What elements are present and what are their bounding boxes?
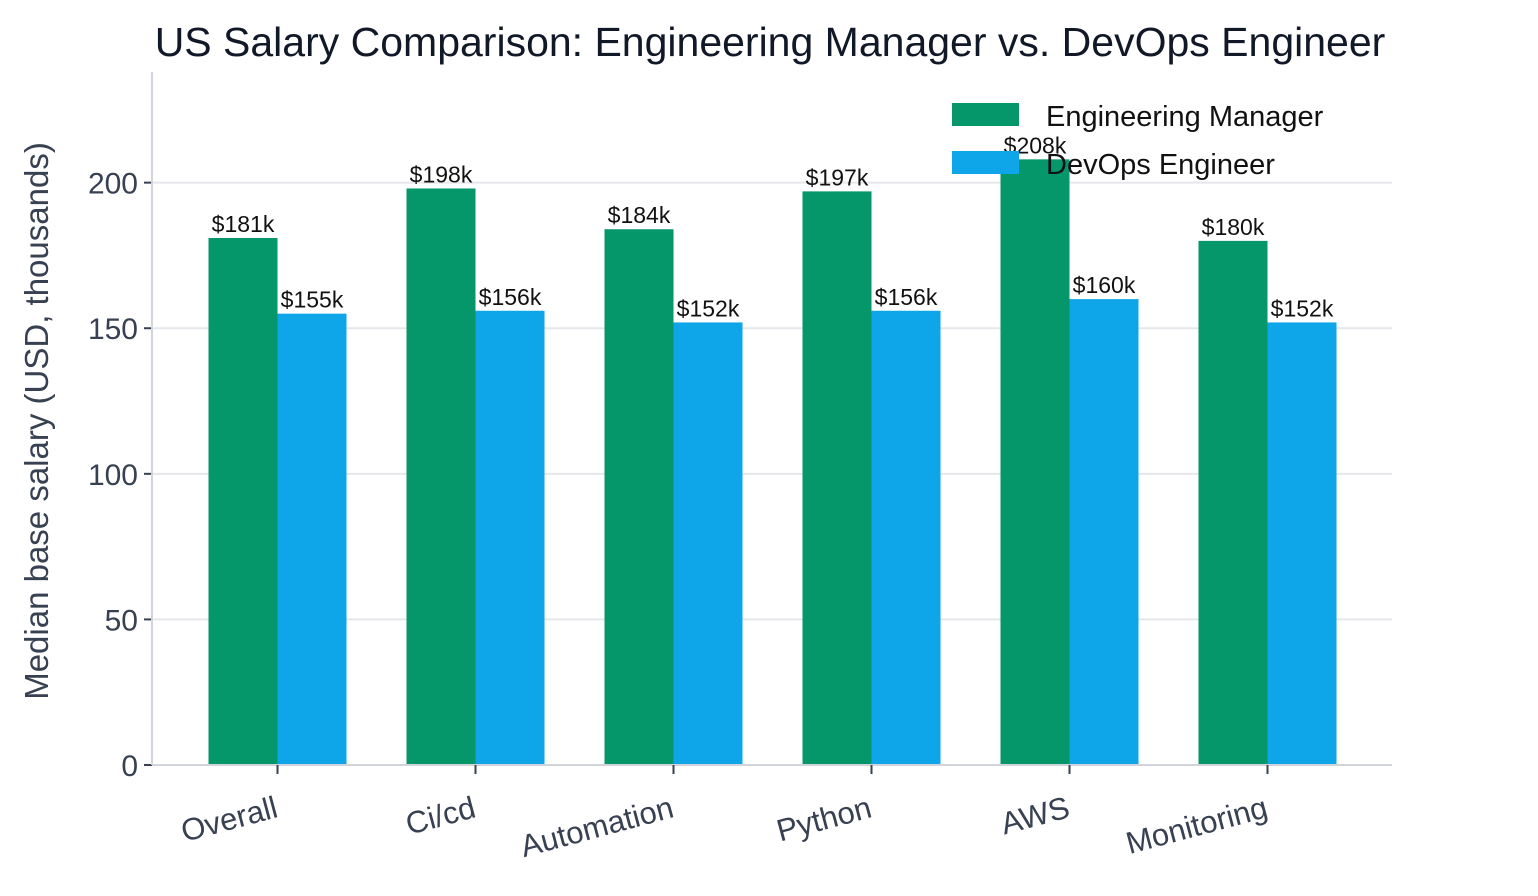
gridlines: [152, 181, 1392, 621]
y-tick-label: 100: [88, 459, 138, 492]
y-tick-label: 150: [88, 313, 138, 346]
bar-devops-engineer: [871, 310, 941, 765]
x-category-label: Python: [773, 790, 875, 849]
bar-value-label: $181k: [212, 211, 275, 237]
bar-engineering-manager: [802, 191, 872, 766]
y-tick-label: 200: [88, 168, 138, 201]
y-tick-label: 50: [105, 604, 138, 637]
bar-value-label: $152k: [677, 295, 740, 321]
bar-engineering-manager: [406, 188, 476, 765]
y-tick-label: 0: [121, 750, 138, 783]
bar-devops-engineer: [1267, 322, 1337, 765]
x-category-label: Ci/cd: [402, 790, 479, 842]
x-category-label: AWS: [997, 790, 1073, 842]
bar-devops-engineer: [1069, 299, 1139, 765]
bar-value-label: $156k: [875, 284, 938, 310]
bar-engineering-manager: [1198, 240, 1268, 766]
bar-value-label: $198k: [410, 161, 473, 187]
bar-value-label: $156k: [479, 284, 542, 310]
legend-swatch: [952, 151, 1019, 174]
bar-engineering-manager: [604, 229, 674, 765]
legend: Engineering Manager DevOps Engineer: [952, 101, 1324, 181]
bar-devops-engineer: [277, 313, 347, 765]
data-labels: $181k $155k $198k $156k $184k $152k $197k $156k…: [212, 132, 1334, 321]
x-category-label: Monitoring: [1122, 790, 1271, 861]
bar-devops-engineer: [673, 322, 743, 765]
x-category-label: Overall: [177, 790, 281, 849]
legend-swatch: [952, 103, 1019, 126]
bars: [208, 159, 1337, 766]
bar-value-label: $184k: [608, 202, 671, 228]
legend-label: DevOps Engineer: [1046, 149, 1275, 181]
y-axis-label: Median base salary (USD, thousands): [18, 142, 55, 700]
bar-devops-engineer: [475, 310, 545, 765]
bar-engineering-manager: [1000, 159, 1070, 766]
bar-value-label: $197k: [806, 164, 869, 190]
bar-value-label: $180k: [1202, 214, 1265, 240]
chart-title: US Salary Comparison: Engineering Manage…: [155, 19, 1386, 65]
bar-value-label: $160k: [1073, 272, 1136, 298]
bar-value-label: $155k: [281, 287, 344, 313]
bar-value-label: $152k: [1271, 295, 1334, 321]
legend-label: Engineering Manager: [1046, 101, 1324, 133]
x-category-label: Automation: [517, 790, 678, 864]
bar-engineering-manager: [208, 237, 278, 765]
